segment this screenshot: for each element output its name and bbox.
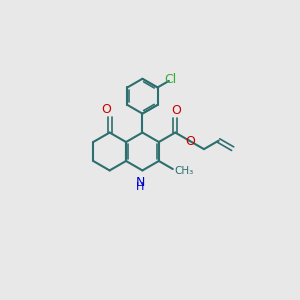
- Text: O: O: [172, 103, 181, 117]
- Text: CH₃: CH₃: [174, 166, 193, 176]
- Text: O: O: [185, 135, 195, 148]
- Text: N: N: [135, 176, 145, 189]
- Text: Cl: Cl: [164, 73, 176, 86]
- Text: O: O: [101, 103, 111, 116]
- Text: H: H: [136, 182, 144, 191]
